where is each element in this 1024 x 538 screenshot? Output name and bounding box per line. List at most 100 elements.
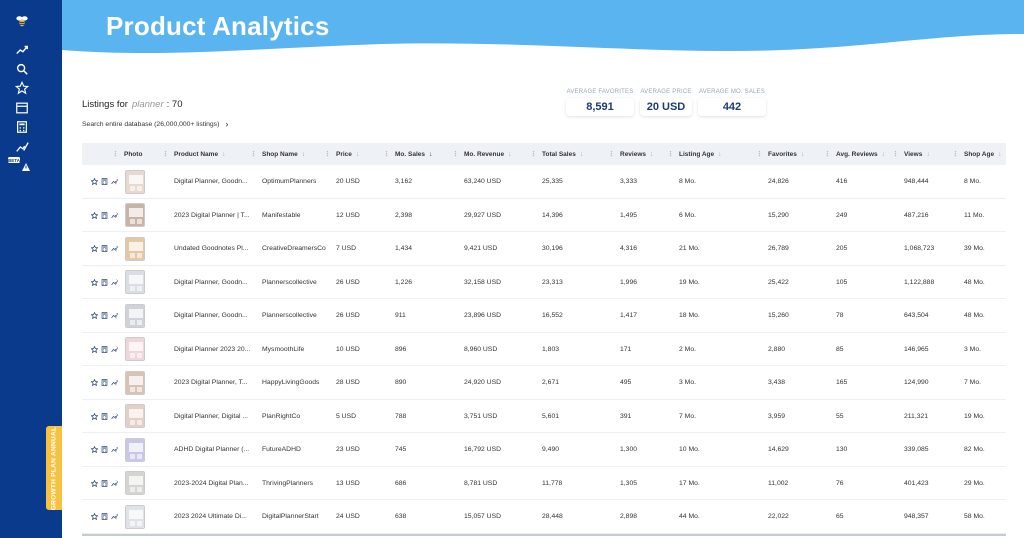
table-row[interactable]: ⋮ Digital Planner, Goodn... Plannerscoll… xyxy=(82,266,1006,300)
row-grip[interactable]: ⋮ xyxy=(113,346,120,354)
calculator-icon[interactable] xyxy=(14,119,30,135)
shop-name[interactable]: HappyLivingGoods xyxy=(262,379,320,387)
product-name[interactable]: Digital Planner, Digital ... xyxy=(174,412,249,420)
chart-pen-icon[interactable] xyxy=(111,480,118,487)
product-name[interactable]: ADHD Digital Planner (... xyxy=(174,446,250,454)
product-name[interactable]: Digital Planner, Goodn... xyxy=(174,312,248,320)
product-thumbnail[interactable] xyxy=(125,299,145,333)
chart-pen-icon[interactable] xyxy=(111,245,118,252)
shop-name[interactable]: OptimumPlanners xyxy=(262,178,317,186)
column-grip[interactable]: ⋮ xyxy=(324,151,331,158)
product-name[interactable]: Digital Planner, Goodn... xyxy=(174,178,248,186)
shop-name[interactable]: FutureADHD xyxy=(262,446,301,454)
product-thumbnail[interactable] xyxy=(125,199,145,233)
beta-warning-icon[interactable]: BETA xyxy=(8,156,32,172)
shop-name[interactable]: MysmoothLife xyxy=(262,345,305,353)
product-image[interactable] xyxy=(125,169,145,194)
table-row[interactable]: ⋮ Digital Planner, Goodn... OptimumPlann… xyxy=(82,165,1006,199)
shop-name[interactable]: ThrivingPlanners xyxy=(262,479,313,487)
chart-pen-icon[interactable] xyxy=(111,513,118,520)
table-row[interactable]: ⋮ ADHD Digital Planner (... FutureADHD 2… xyxy=(82,433,1006,467)
table-row[interactable]: ⋮ Digital Planner, Digital ... PlanRight… xyxy=(82,400,1006,433)
shop-name[interactable]: DigitalPlannerStart xyxy=(262,513,319,521)
column-grip[interactable]: ⋮ xyxy=(756,151,763,158)
table-row[interactable]: ⋮ Digital Planner, Goodn... Plannerscoll… xyxy=(82,299,1006,333)
column-header-favorites[interactable]: Favorites ↓ xyxy=(768,150,805,158)
star-icon[interactable] xyxy=(14,80,30,96)
product-image[interactable] xyxy=(125,370,145,395)
chart-pen-icon[interactable] xyxy=(111,279,118,286)
table-row[interactable]: ⋮ Undated Goodnotes Pl... CreativeDreame… xyxy=(82,232,1006,266)
column-header-mo-revenue[interactable]: Mo. Revenue ↓ xyxy=(464,150,512,158)
product-thumbnail[interactable] xyxy=(125,433,145,467)
chart-pen-icon[interactable] xyxy=(111,346,118,353)
calculator-icon[interactable] xyxy=(101,245,108,253)
calculator-icon[interactable] xyxy=(101,412,108,420)
search-database-link[interactable]: Search entire database (26,000,000+ list… xyxy=(82,119,228,129)
column-header-product-name[interactable]: Product Name ↓ xyxy=(174,150,226,158)
calculator-icon[interactable] xyxy=(101,211,108,219)
star-icon[interactable] xyxy=(91,479,98,487)
product-image[interactable] xyxy=(125,337,145,362)
table-row[interactable]: ⋮ 2023 Digital Planner | T... Manifestab… xyxy=(82,199,1006,233)
product-image[interactable] xyxy=(125,303,145,328)
row-grip[interactable]: ⋮ xyxy=(113,312,120,320)
column-header-shop-age[interactable]: Shop Age ↓ xyxy=(964,150,1002,158)
product-name[interactable]: Digital Planner 2023 20... xyxy=(174,345,251,353)
product-image[interactable] xyxy=(125,270,145,295)
product-name[interactable]: Undated Goodnotes Pl... xyxy=(174,245,249,253)
product-image[interactable] xyxy=(125,203,145,228)
column-header-reviews[interactable]: Reviews ↓ xyxy=(620,150,654,158)
product-thumbnail[interactable] xyxy=(125,266,145,300)
product-thumbnail[interactable] xyxy=(125,165,145,199)
product-image[interactable] xyxy=(125,471,145,496)
star-icon[interactable] xyxy=(91,379,98,387)
column-grip[interactable]: ⋮ xyxy=(667,151,674,158)
calculator-icon[interactable] xyxy=(101,513,108,521)
calculator-icon[interactable] xyxy=(101,345,108,353)
table-row[interactable]: ⋮ 2023-2024 Digital Plan... ThrivingPlan… xyxy=(82,467,1006,500)
column-grip[interactable]: ⋮ xyxy=(608,151,615,158)
row-grip[interactable]: ⋮ xyxy=(113,480,120,488)
column-header-mo-sales[interactable]: Mo. Sales ↓ xyxy=(395,150,433,158)
star-icon[interactable] xyxy=(91,211,98,219)
product-thumbnail[interactable] xyxy=(125,232,145,266)
chart-pen-icon[interactable] xyxy=(111,379,118,386)
column-grip[interactable]: ⋮ xyxy=(162,151,169,158)
product-image[interactable] xyxy=(125,437,145,462)
row-grip[interactable]: ⋮ xyxy=(113,178,120,186)
column-header-photo[interactable]: Photo xyxy=(124,150,143,158)
shop-name[interactable]: CreativeDreamersCo xyxy=(262,245,326,253)
star-icon[interactable] xyxy=(91,278,98,286)
calculator-icon[interactable] xyxy=(101,312,108,320)
growth-plan-tab[interactable]: GROWTH PLAN ANNUAL xyxy=(46,426,62,510)
row-grip[interactable]: ⋮ xyxy=(113,446,120,454)
product-name[interactable]: 2023 2024 Ultimate Di... xyxy=(174,513,247,521)
product-thumbnail[interactable] xyxy=(125,333,145,367)
product-image[interactable] xyxy=(125,404,145,429)
column-grip[interactable]: ⋮ xyxy=(383,151,390,158)
row-grip[interactable]: ⋮ xyxy=(113,413,120,421)
product-name[interactable]: 2023 Digital Planner, T... xyxy=(174,379,248,387)
star-icon[interactable] xyxy=(91,178,98,186)
shop-name[interactable]: Manifestable xyxy=(262,211,301,219)
row-grip[interactable]: ⋮ xyxy=(113,513,120,521)
column-grip[interactable]: ⋮ xyxy=(892,151,899,158)
chart-pen-icon[interactable] xyxy=(111,178,118,185)
column-grip[interactable]: ⋮ xyxy=(952,151,959,158)
shop-name[interactable]: Plannerscollective xyxy=(262,312,317,320)
column-grip[interactable]: ⋮ xyxy=(250,151,257,158)
row-grip[interactable]: ⋮ xyxy=(113,279,120,287)
star-icon[interactable] xyxy=(91,446,98,454)
column-header-avg-reviews[interactable]: Avg. Reviews ↓ xyxy=(836,150,886,158)
product-thumbnail[interactable] xyxy=(125,366,145,400)
product-name[interactable]: Digital Planner, Goodn... xyxy=(174,278,248,286)
column-header-shop-name[interactable]: Shop Name ↓ xyxy=(262,150,306,158)
calculator-icon[interactable] xyxy=(101,446,108,454)
product-image[interactable] xyxy=(125,504,145,529)
table-row[interactable]: ⋮ 2023 Digital Planner, T... HappyLiving… xyxy=(82,366,1006,400)
calculator-icon[interactable] xyxy=(101,379,108,387)
chart-pen-icon[interactable] xyxy=(111,413,118,420)
column-grip[interactable]: ⋮ xyxy=(824,151,831,158)
calculator-icon[interactable] xyxy=(101,479,108,487)
